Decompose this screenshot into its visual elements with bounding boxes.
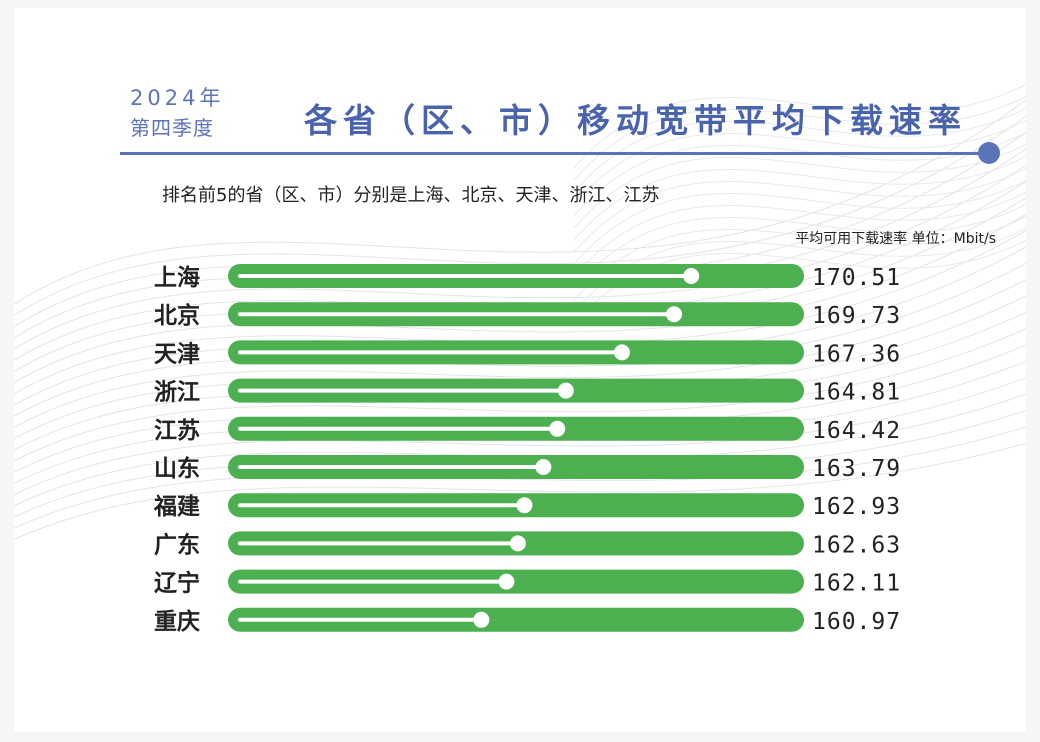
wave-line (14, 98, 1026, 305)
value-label: 170.51 (812, 265, 901, 291)
wave-line (573, 179, 1026, 265)
wave-line (573, 119, 1026, 205)
category-label: 福建 (153, 493, 200, 520)
bar-knob (516, 497, 533, 514)
title-divider (120, 152, 986, 155)
category-label: 上海 (154, 264, 200, 291)
category-label: 浙江 (154, 379, 200, 406)
bar-knob (549, 420, 566, 437)
year-label: 2024年 (130, 86, 225, 110)
unit-label: 平均可用下载速率 单位：Mbit/s (795, 231, 996, 247)
wave-line (14, 115, 1026, 317)
wave-line (573, 203, 1026, 289)
wave-line (14, 213, 1026, 384)
value-label: 162.63 (812, 532, 901, 558)
wave-line (573, 167, 1026, 253)
bar-knob (473, 611, 490, 628)
value-label: 164.81 (812, 380, 901, 406)
value-label: 163.79 (812, 456, 901, 482)
season-label: 第四季度 (130, 116, 214, 140)
wave-line (14, 442, 1026, 541)
bar-knob (498, 573, 515, 590)
value-label: 160.97 (812, 609, 901, 635)
wave-line (14, 328, 1026, 462)
category-label: 广东 (154, 531, 200, 558)
bar-knob (613, 344, 630, 361)
category-label: 山东 (154, 455, 200, 482)
category-label: 北京 (154, 302, 200, 329)
value-label: 169.73 (812, 303, 901, 329)
wave-line (14, 377, 1026, 496)
chart-subtitle: 排名前5的省（区、市）分别是上海、北京、天津、浙江、江苏 (162, 185, 660, 206)
chart-card: 2024年 第四季度 各省（区、市）移动宽带平均下载速率 排名前5的省（区、市）… (14, 8, 1026, 732)
wave-line (14, 164, 1026, 350)
bar-knob (557, 382, 574, 399)
value-label: 162.93 (812, 494, 901, 520)
wave-line (573, 191, 1026, 277)
category-label: 天津 (154, 340, 200, 367)
wave-line (14, 279, 1026, 429)
wave-line (573, 227, 1026, 313)
bar-knob (535, 459, 552, 475)
wave-line (573, 107, 1026, 193)
bar-chart: 上海 170.51 北京 169.73 天津 167.36 浙江 164.81 江苏 164.42… (153, 264, 901, 635)
wave-line (573, 155, 1026, 241)
title-divider-dot (978, 142, 1000, 164)
bar (228, 569, 804, 594)
value-label: 167.36 (812, 341, 901, 367)
bar-knob (509, 535, 526, 552)
value-label: 162.11 (812, 571, 901, 597)
wave-line (573, 215, 1026, 301)
bar-knob (683, 268, 700, 284)
wave-line (573, 143, 1026, 229)
category-label: 江苏 (154, 417, 200, 444)
category-label: 辽宁 (154, 570, 200, 597)
bar-knob (666, 306, 683, 323)
bar (228, 607, 804, 632)
chart-title: 各省（区、市）移动宽带平均下载速率 (304, 101, 967, 140)
category-label: 重庆 (154, 608, 200, 635)
value-label: 164.42 (812, 418, 901, 444)
wave-line (573, 83, 1026, 169)
wave-line (573, 95, 1026, 181)
